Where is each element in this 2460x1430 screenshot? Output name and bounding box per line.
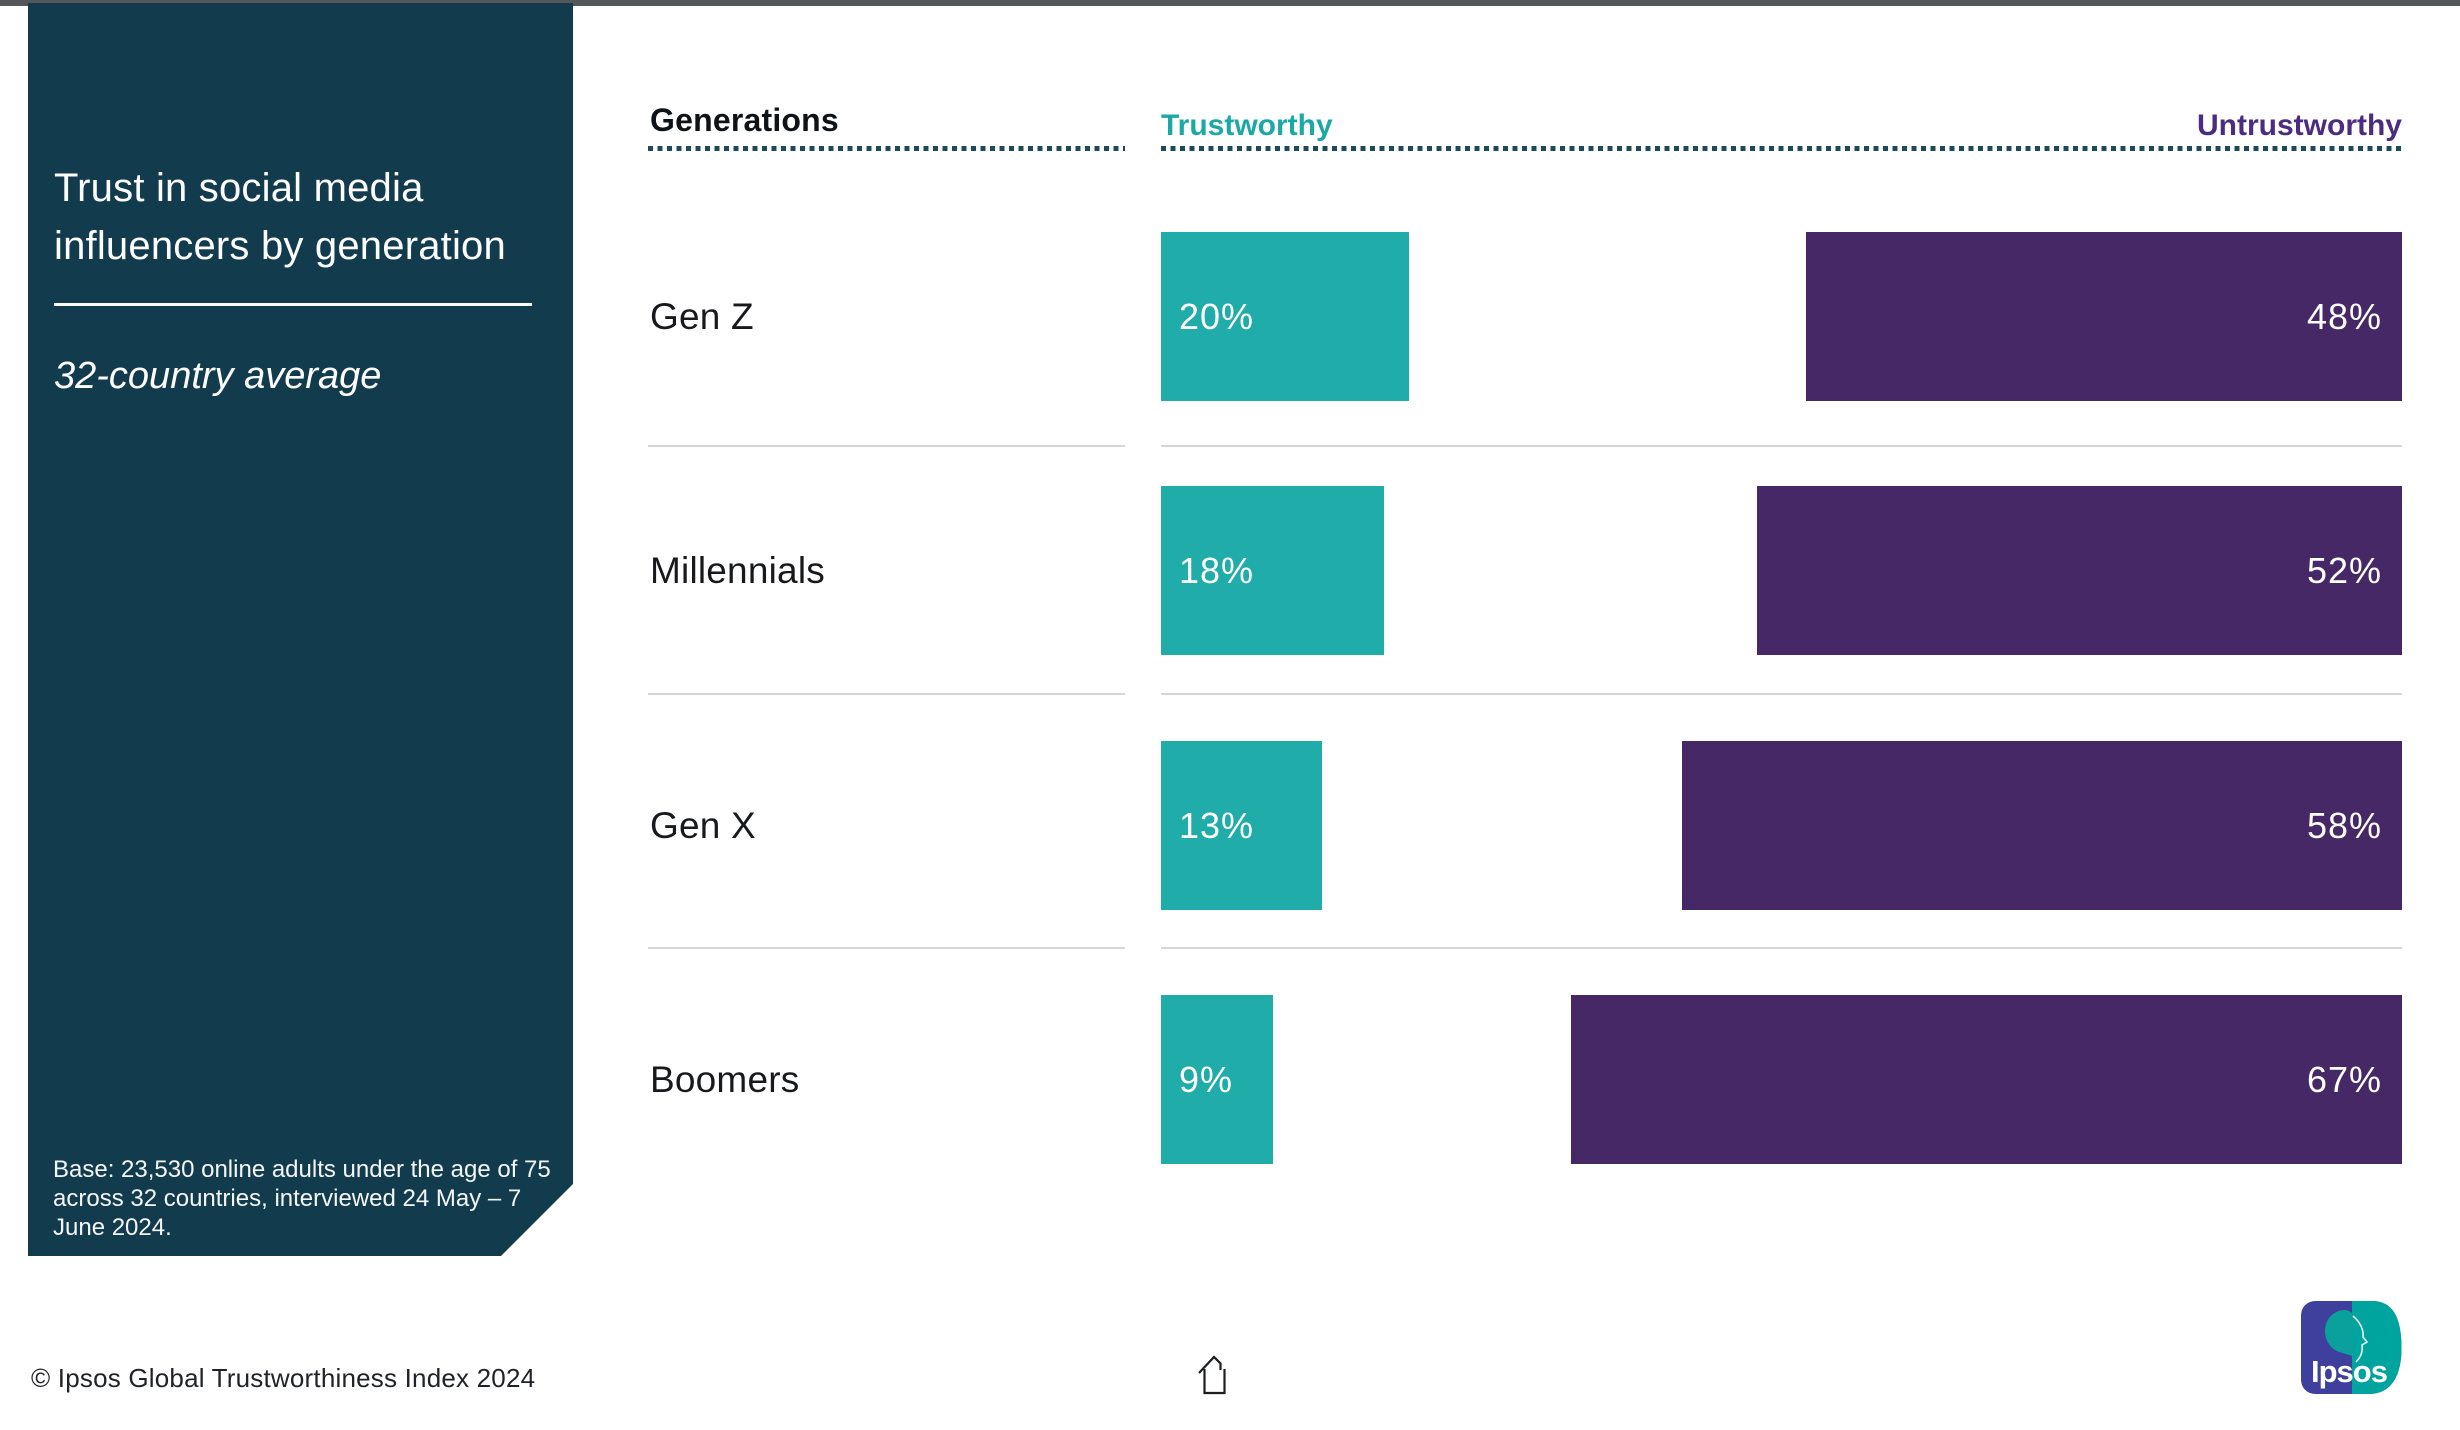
bar-value-label: 9%: [1179, 1058, 1234, 1100]
row-divider: [1161, 947, 2402, 949]
row-label-gen-x: Gen X: [650, 741, 1125, 910]
home-roof: [1198, 1355, 1222, 1374]
bar-value-label: 52%: [2306, 549, 2382, 591]
row-label-gen-z: Gen Z: [650, 232, 1125, 401]
chart-dotted-rule: [1161, 146, 2402, 151]
logo-face-profile: [2352, 1315, 2369, 1363]
page-title: Trust in social media influencers by gen…: [54, 166, 506, 268]
row-label-millennials: Millennials: [650, 486, 1125, 655]
category-label: Boomers: [650, 1058, 800, 1100]
bar-value-label: 67%: [2306, 1058, 2382, 1100]
title-divider: [54, 303, 532, 306]
untrustworthy-bar-boomers: 67%: [1570, 995, 2402, 1164]
bar-track-millennials: 18% 52%: [1161, 486, 2402, 655]
page-subtitle: 32-country average: [54, 355, 382, 397]
trustworthy-bar-boomers: 9%: [1161, 995, 1273, 1164]
row-divider: [648, 693, 1125, 695]
trustworthy-bar-gen-x: 13%: [1161, 741, 1323, 910]
row-label-boomers: Boomers: [650, 995, 1125, 1164]
bar-track-gen-x: 13% 58%: [1161, 741, 2402, 910]
bar-value-label: 58%: [2306, 804, 2382, 846]
home-body: [1203, 1369, 1226, 1395]
logo-teal-half: [2352, 1301, 2402, 1394]
trustworthy-bar-gen-z: 20%: [1161, 232, 1410, 401]
sidebar-panel: Trust in social media influencers by gen…: [28, 3, 573, 1256]
window-top-strip: [0, 0, 2460, 6]
category-label: Gen Z: [650, 295, 754, 337]
generations-dotted-rule: [648, 146, 1125, 151]
untrustworthy-legend-label: Untrustworthy: [2197, 109, 2402, 142]
bar-value-label: 20%: [1179, 295, 1255, 337]
chart-area: Generations Trustworthy Untrustworthy Ge…: [648, 0, 2402, 1430]
row-divider: [1161, 445, 2402, 447]
row-divider: [648, 445, 1125, 447]
bar-value-label: 13%: [1179, 804, 1255, 846]
untrustworthy-bar-gen-x: 58%: [1682, 741, 2402, 910]
category-label: Millennials: [650, 549, 825, 591]
bar-value-label: 18%: [1179, 549, 1255, 591]
bar-track-gen-z: 20% 48%: [1161, 232, 2402, 401]
home-icon[interactable]: [1196, 1352, 1232, 1400]
row-divider: [1161, 693, 2402, 695]
trustworthy-legend-label: Trustworthy: [1161, 109, 1333, 142]
bar-track-boomers: 9% 67%: [1161, 995, 2402, 1164]
logo-head-hair: [2325, 1310, 2353, 1356]
untrustworthy-bar-gen-z: 48%: [1806, 232, 2402, 401]
untrustworthy-bar-millennials: 52%: [1756, 486, 2402, 655]
copyright-text: © Ipsos Global Trustworthiness Index 202…: [31, 1363, 536, 1393]
generations-column-header: Generations: [650, 102, 839, 138]
logo-wordmark: Ipsos: [2311, 1354, 2387, 1389]
category-label: Gen X: [650, 804, 756, 846]
bar-value-label: 48%: [2306, 295, 2382, 337]
row-divider: [648, 947, 1125, 949]
trustworthy-bar-millennials: 18%: [1161, 486, 1385, 655]
ipsos-logo: Ipsos: [2301, 1301, 2402, 1394]
base-note: Base: 23,530 online adults under the age…: [53, 1156, 551, 1241]
